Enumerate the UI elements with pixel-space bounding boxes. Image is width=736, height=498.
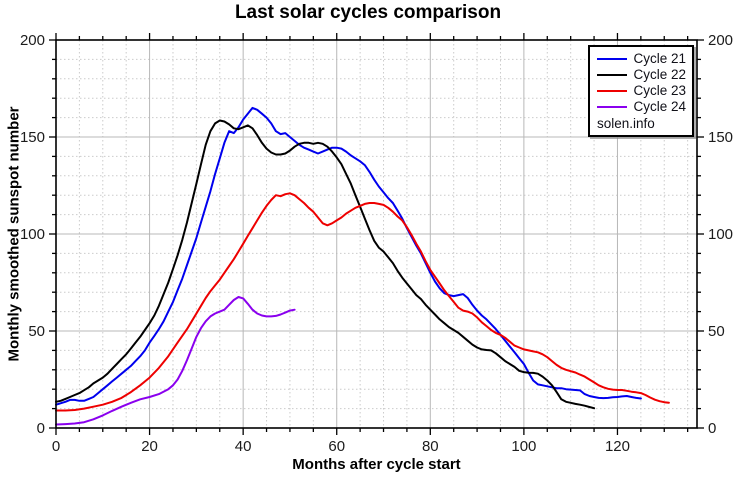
legend-item-label: Cycle 24 <box>633 99 686 114</box>
legend-item-label: Cycle 22 <box>633 67 686 82</box>
x-tick-label: 60 <box>328 438 345 455</box>
y-tick-label-left: 0 <box>37 420 45 437</box>
y-tick-label-right: 50 <box>708 323 725 340</box>
chart-title: Last solar cycles comparison <box>234 2 502 23</box>
series-line-cycle-21 <box>55 106 642 406</box>
x-tick-label: 80 <box>422 438 439 455</box>
y-tick-label-right: 150 <box>708 129 733 146</box>
legend-item: Cycle 21 <box>597 51 686 67</box>
y-tick-label-left: 50 <box>28 323 45 340</box>
legend-item: Cycle 24 <box>597 99 686 115</box>
y-axis-label: Monthly smoothed sunspot number <box>5 106 23 362</box>
legend-line-swatch <box>597 106 627 108</box>
y-tick-label-left: 200 <box>20 32 45 49</box>
legend-item-label: Cycle 23 <box>633 83 686 98</box>
legend: Cycle 21 Cycle 22 Cycle 23 Cycle 24 solen.in… <box>588 45 694 137</box>
source-label: solen.info <box>597 116 655 131</box>
x-tick-label: 120 <box>605 438 630 455</box>
x-tick-label: 40 <box>235 438 252 455</box>
legend-item: Cycle 23 <box>597 83 686 99</box>
legend-item-label: Cycle 21 <box>633 51 686 66</box>
axes-frame-and-ticks <box>49 33 704 435</box>
series-lines <box>55 106 670 426</box>
series-line-cycle-24 <box>55 296 296 426</box>
y-tick-label-left: 100 <box>20 226 45 243</box>
x-tick-label: 0 <box>52 438 60 455</box>
y-tick-label-right: 100 <box>708 226 733 243</box>
y-tick-label-right: 200 <box>708 32 733 49</box>
x-tick-label: 20 <box>141 438 158 455</box>
x-axis-label: Months after cycle start <box>292 456 461 473</box>
legend-item: Cycle 22 <box>597 67 686 83</box>
legend-line-swatch <box>597 90 627 92</box>
x-tick-label: 100 <box>511 438 536 455</box>
legend-line-swatch <box>597 74 627 76</box>
series-line-cycle-23 <box>55 192 670 412</box>
y-tick-label-right: 0 <box>708 420 716 437</box>
y-tick-label-left: 150 <box>20 129 45 146</box>
series-line-cycle-22 <box>55 119 596 410</box>
legend-line-swatch <box>597 58 627 60</box>
